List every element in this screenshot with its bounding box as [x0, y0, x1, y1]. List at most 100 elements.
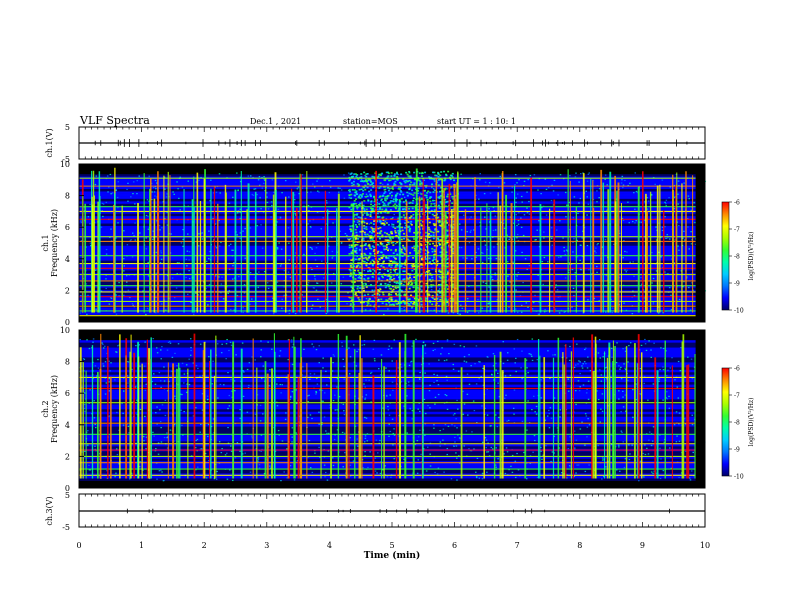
spectrogram-speckle — [314, 252, 316, 255]
spectrogram-enhancement — [371, 175, 374, 178]
spectrogram-speckle — [420, 453, 422, 455]
spectrogram-enhancement — [382, 194, 385, 197]
spectrogram-speckle — [166, 349, 169, 351]
spectrogram-speckle — [123, 294, 125, 296]
spectrogram-speckle — [227, 292, 229, 294]
spectrogram-speckle — [549, 407, 552, 409]
spectrogram-speckle — [623, 363, 625, 365]
spectrogram-enhancement — [380, 251, 383, 254]
spectrogram-speckle — [127, 361, 130, 363]
spectrogram-speckle — [403, 458, 405, 460]
spectrogram-enhancement — [394, 196, 397, 198]
spectrogram-enhancement — [348, 244, 351, 247]
spectrogram-speckle — [677, 245, 679, 247]
spectrogram-speckle — [571, 268, 574, 271]
spectrogram-speckle — [666, 375, 668, 377]
spectrogram-speckle — [349, 475, 352, 477]
spectrogram-speckle — [329, 473, 331, 476]
spectrogram-enhancement — [365, 208, 368, 211]
spectrogram-speckle — [95, 175, 98, 177]
spectrogram-speckle — [312, 287, 315, 289]
spectrogram-enhancement — [370, 234, 373, 237]
spectrogram-speckle — [534, 439, 536, 442]
spectrogram-speckle — [258, 464, 261, 466]
spectrogram-speckle — [239, 180, 242, 183]
spectrogram-speckle — [234, 390, 236, 392]
spectrogram-speckle — [458, 437, 461, 439]
spectrogram-enhancement — [452, 286, 455, 288]
spectrogram-speckle — [541, 206, 543, 209]
spectrogram-enhancement — [431, 303, 434, 306]
spectrogram-speckle — [243, 292, 246, 294]
spectrogram-speckle — [418, 378, 421, 380]
spectrogram-speckle — [528, 353, 530, 355]
spectrogram-speckle — [535, 239, 537, 241]
spectrogram-speckle — [517, 223, 520, 225]
spectrogram-speckle — [433, 381, 435, 384]
spectrogram-speckle — [585, 362, 587, 365]
spectrogram-speckle — [132, 304, 134, 306]
spectrogram-speckle — [229, 243, 232, 245]
spectrogram-speckle — [393, 434, 396, 436]
spectrogram-enhancement — [378, 187, 381, 189]
spectrogram-speckle — [478, 477, 481, 479]
spectrogram-enhancement — [420, 198, 423, 201]
spectrogram-enhancement — [369, 213, 372, 216]
spectrogram-speckle — [409, 407, 411, 410]
spectrogram-speckle — [532, 451, 534, 453]
spectrogram-speckle — [364, 175, 366, 177]
spectrogram-speckle — [269, 465, 271, 467]
spectrogram-speckle — [151, 199, 153, 201]
spectrogram-enhancement — [360, 274, 363, 277]
spectrogram-speckle — [423, 179, 426, 181]
spectrogram-speckle — [497, 382, 499, 384]
spectrogram-noise-band — [79, 416, 705, 420]
spectrogram-enhancement — [437, 289, 440, 292]
spectrogram-enhancement — [412, 286, 415, 289]
spectrogram-enhancement — [429, 200, 432, 203]
spectrogram-speckle — [357, 219, 360, 221]
spectrogram-speckle — [135, 345, 137, 347]
spectrogram-enhancement — [410, 193, 413, 196]
spectrogram-enhancement — [392, 274, 395, 277]
spectrogram-speckle — [145, 383, 148, 385]
spectrogram-enhancement — [359, 197, 362, 199]
spectrogram-enhancement — [432, 171, 435, 174]
spectrogram-speckle — [279, 383, 282, 386]
spectrogram-speckle — [584, 444, 586, 446]
spectrogram-speckle — [477, 361, 480, 363]
spectrogram-speckle — [340, 242, 343, 244]
spectrogram-speckle — [311, 471, 314, 474]
spectrogram-speckle — [271, 179, 274, 181]
spectrogram-speckle — [597, 398, 600, 401]
spectrogram-speckle — [212, 360, 214, 362]
spectrogram-enhancement — [419, 297, 422, 299]
spectrogram-enhancement — [391, 200, 394, 202]
spectrogram-enhancement — [420, 285, 423, 288]
ytick-label: 8 — [65, 358, 70, 367]
spectrogram-speckle — [509, 216, 512, 218]
spectrogram-speckle — [517, 469, 520, 471]
spectrogram-speckle — [622, 184, 625, 186]
spectrogram-enhancement — [413, 183, 416, 186]
spectrogram-speckle — [599, 357, 602, 359]
spectrogram-speckle — [231, 390, 233, 392]
spectrogram-speckle — [115, 294, 117, 296]
spectrogram-speckle — [662, 399, 664, 401]
spectrogram-speckle — [425, 470, 428, 472]
spectrogram-speckle — [347, 292, 349, 294]
spectrogram-enhancement — [395, 303, 398, 305]
spectrogram-speckle — [466, 231, 469, 233]
spectrogram-speckle — [239, 211, 241, 214]
spectrogram-speckle — [588, 464, 590, 466]
spectrogram-enhancement — [378, 237, 381, 240]
spectrogram-speckle — [93, 417, 96, 419]
spectrogram-enhancement — [370, 203, 373, 206]
spectrogram-enhancement — [424, 171, 427, 174]
spectrogram-speckle — [482, 252, 484, 254]
spectrogram-speckle — [189, 354, 192, 356]
spectrogram-speckle — [573, 430, 576, 432]
spectrogram-enhancement — [393, 270, 396, 272]
spectrogram-speckle — [680, 270, 683, 272]
spectrogram-speckle — [280, 392, 282, 394]
